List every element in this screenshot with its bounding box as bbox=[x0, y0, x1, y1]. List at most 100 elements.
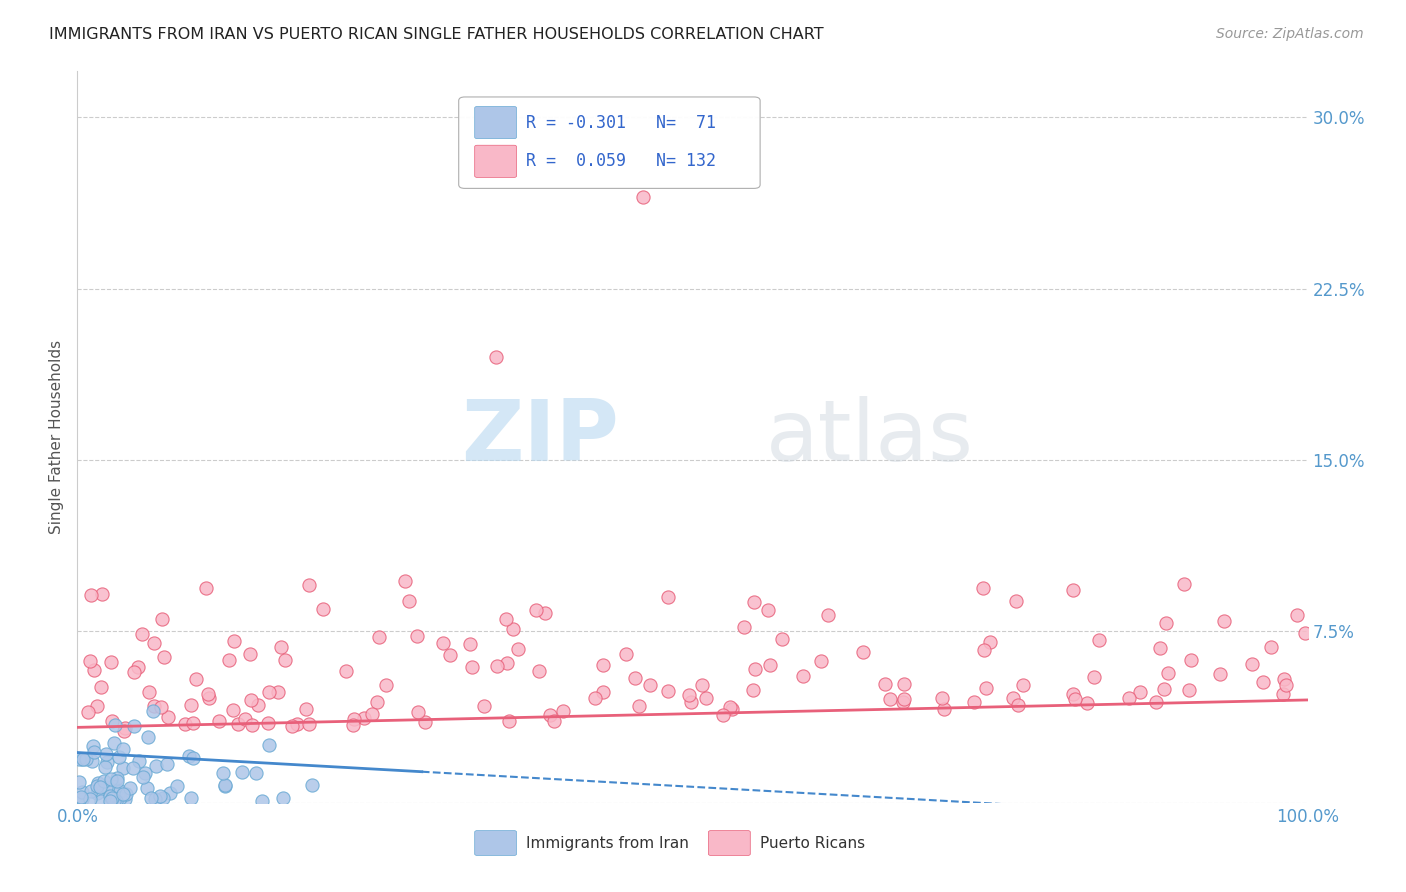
Point bbox=[67, 775, 90, 789]
Point bbox=[498, 714, 520, 728]
Point bbox=[312, 601, 335, 615]
Point bbox=[353, 711, 375, 725]
Point bbox=[156, 756, 179, 771]
Point bbox=[136, 781, 159, 796]
Point bbox=[360, 706, 382, 721]
Point bbox=[810, 655, 832, 669]
Point bbox=[94, 760, 117, 774]
Point bbox=[1083, 670, 1105, 684]
Point bbox=[770, 632, 793, 646]
Point bbox=[250, 793, 273, 807]
Point bbox=[526, 603, 548, 617]
Point bbox=[485, 658, 508, 673]
Text: atlas: atlas bbox=[766, 395, 974, 479]
Point bbox=[101, 779, 124, 793]
Point bbox=[1007, 698, 1029, 713]
Point bbox=[121, 761, 143, 775]
Point bbox=[149, 789, 172, 803]
Point bbox=[485, 350, 508, 364]
Point bbox=[1064, 691, 1087, 706]
Point bbox=[103, 736, 125, 750]
Point bbox=[247, 698, 270, 713]
Point bbox=[285, 716, 308, 731]
Point bbox=[180, 698, 202, 712]
Point bbox=[583, 690, 606, 705]
Point bbox=[145, 792, 167, 806]
Point bbox=[94, 780, 117, 795]
Point bbox=[718, 699, 741, 714]
Point bbox=[114, 724, 136, 739]
Point bbox=[100, 656, 122, 670]
FancyBboxPatch shape bbox=[709, 830, 751, 855]
Point bbox=[1213, 615, 1236, 629]
Point bbox=[79, 588, 101, 602]
Point bbox=[932, 702, 955, 716]
Point bbox=[257, 739, 280, 753]
Point bbox=[82, 739, 104, 753]
Point bbox=[972, 581, 994, 595]
Point bbox=[852, 645, 875, 659]
Point bbox=[551, 704, 574, 718]
Point bbox=[756, 603, 779, 617]
Point bbox=[342, 718, 364, 732]
Point bbox=[1118, 691, 1140, 706]
Point bbox=[1294, 625, 1316, 640]
Point bbox=[1173, 576, 1195, 591]
Point bbox=[502, 622, 524, 636]
Point bbox=[1274, 677, 1296, 691]
Point bbox=[114, 791, 136, 805]
Point bbox=[259, 685, 281, 699]
Point bbox=[398, 594, 420, 608]
Point bbox=[142, 705, 165, 719]
Point bbox=[143, 636, 166, 650]
FancyBboxPatch shape bbox=[475, 106, 516, 138]
Point bbox=[1087, 632, 1109, 647]
Point bbox=[208, 714, 231, 728]
Point bbox=[979, 635, 1001, 649]
Point bbox=[134, 766, 156, 780]
Point bbox=[496, 657, 519, 671]
Point bbox=[98, 789, 121, 803]
Point bbox=[1062, 582, 1084, 597]
Point bbox=[226, 717, 249, 731]
Point bbox=[83, 663, 105, 677]
Point bbox=[366, 695, 388, 709]
Point bbox=[214, 779, 236, 793]
Point bbox=[592, 685, 614, 699]
Point bbox=[343, 712, 366, 726]
Point bbox=[122, 719, 145, 733]
Point bbox=[79, 655, 101, 669]
Point bbox=[1076, 696, 1098, 710]
Point bbox=[592, 658, 614, 673]
Point bbox=[695, 690, 717, 705]
Point bbox=[67, 751, 90, 765]
Point bbox=[212, 766, 235, 780]
Point bbox=[80, 783, 103, 797]
Point bbox=[184, 672, 207, 686]
Point bbox=[239, 693, 262, 707]
Point bbox=[758, 657, 780, 672]
Point bbox=[543, 714, 565, 728]
Point bbox=[742, 595, 765, 609]
Point bbox=[108, 790, 131, 805]
Point bbox=[181, 716, 204, 731]
Point bbox=[1180, 653, 1202, 667]
Point bbox=[298, 577, 321, 591]
Point bbox=[145, 758, 167, 772]
Y-axis label: Single Father Households: Single Father Households bbox=[49, 340, 65, 534]
Text: Immigrants from Iran: Immigrants from Iran bbox=[526, 836, 689, 851]
Point bbox=[873, 676, 896, 690]
Point bbox=[1062, 687, 1084, 701]
Text: R = -0.301   N=  71: R = -0.301 N= 71 bbox=[526, 113, 717, 131]
Point bbox=[1149, 641, 1171, 656]
Point bbox=[128, 754, 150, 768]
Text: Source: ZipAtlas.com: Source: ZipAtlas.com bbox=[1216, 27, 1364, 41]
Point bbox=[538, 707, 561, 722]
Point bbox=[105, 773, 128, 788]
Point bbox=[143, 699, 166, 714]
Point bbox=[198, 690, 221, 705]
Point bbox=[96, 755, 118, 769]
Point bbox=[638, 678, 661, 692]
Point bbox=[1272, 672, 1295, 686]
Point bbox=[98, 793, 121, 807]
